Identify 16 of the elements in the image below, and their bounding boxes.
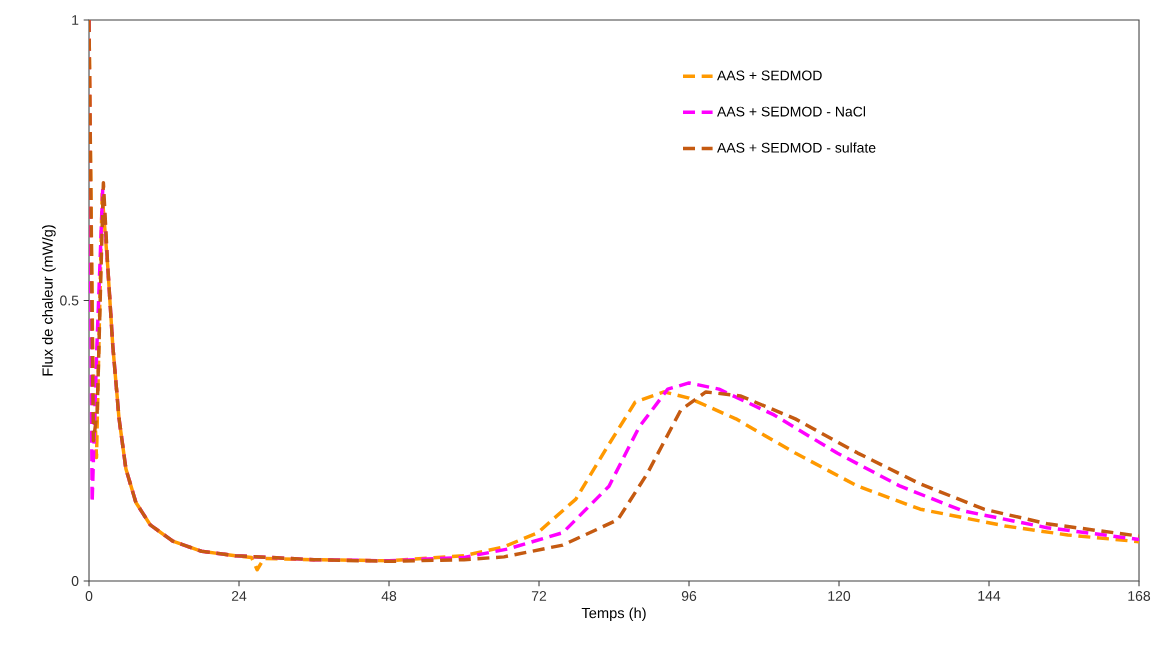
y-tick-label: 0 — [71, 576, 79, 586]
x-tick-label: 48 — [381, 591, 397, 601]
legend-label: AAS + SEDMOD — [717, 70, 822, 81]
x-tick-label: 24 — [231, 591, 247, 601]
y-tick-label: 1 — [72, 15, 79, 25]
legend-label: AAS + SEDMOD - sulfate — [717, 142, 876, 153]
x-tick-label: 120 — [828, 591, 851, 601]
y-axis-title: Flux de chaleur (mW/g) — [42, 225, 56, 376]
y-tick-label: 0.5 — [60, 295, 79, 306]
x-tick-label: 96 — [681, 591, 697, 601]
x-tick-label: 168 — [1128, 591, 1151, 601]
legend-label: AAS + SEDMOD - NaCl — [717, 106, 866, 117]
x-tick-label: 72 — [531, 591, 547, 601]
x-tick-label: 0 — [85, 591, 93, 601]
x-axis-title: Temps (h) — [581, 607, 646, 622]
x-tick-label: 144 — [978, 591, 1001, 601]
